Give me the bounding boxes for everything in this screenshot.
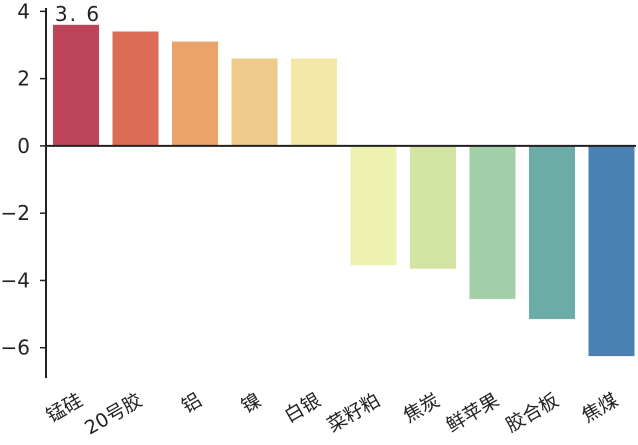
x-category-label: 焦炭 <box>400 389 444 427</box>
bar-value-label: 3. 6 <box>55 2 101 26</box>
y-tick-label: −4 <box>1 268 30 292</box>
x-category-label: 锰硅 <box>43 389 87 427</box>
y-tick-label: 2 <box>17 67 30 91</box>
y-tick-label: 0 <box>17 134 30 158</box>
x-category-label: 20号胶 <box>81 389 146 439</box>
x-category-label: 焦煤 <box>578 389 622 427</box>
bar-3 <box>172 41 218 146</box>
x-category-label: 鲜苹果 <box>443 389 503 437</box>
bar-4 <box>231 58 278 146</box>
x-category-label: 白银 <box>281 389 325 427</box>
bar-2 <box>112 31 159 146</box>
x-category-label: 镍 <box>238 389 265 418</box>
x-category-label: 菜籽粕 <box>324 389 384 437</box>
y-tick-label: −2 <box>1 201 30 225</box>
bar-8 <box>469 145 516 299</box>
x-category-label: 胶合板 <box>502 389 562 437</box>
x-category-label: 铝 <box>178 389 205 418</box>
bar-5 <box>291 58 337 146</box>
bar-9 <box>529 145 575 320</box>
bar-10 <box>588 145 635 357</box>
bar-6 <box>350 145 397 266</box>
bar-1 <box>53 24 99 146</box>
bar-7 <box>410 145 456 269</box>
y-tick-label: −6 <box>1 336 30 360</box>
y-tick-label: 4 <box>17 0 30 23</box>
